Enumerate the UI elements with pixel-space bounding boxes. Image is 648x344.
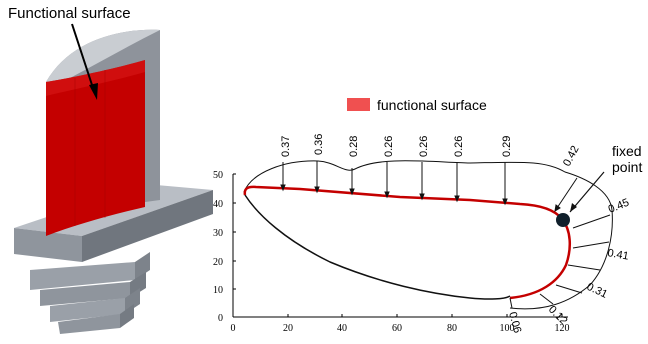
x-tick-labels: 0 20 40 60 80 100 120	[231, 323, 570, 334]
deviation-label: 0.26	[383, 136, 395, 157]
deviation-labels: 0.37 0.36 0.28 0.26 0.26 0.26 0.29 0.42 …	[280, 134, 631, 335]
deviation-label: 0.29	[501, 136, 513, 157]
deviation-label: 0.06	[506, 311, 523, 335]
blade-root	[30, 252, 150, 334]
deviation-label: 0.37	[280, 136, 292, 157]
blade-airfoil	[46, 29, 160, 236]
legend: functional surface	[347, 97, 487, 113]
deviation-label: 0.36	[313, 134, 325, 155]
y-tick-label: 40	[213, 199, 223, 210]
pressure-side-profile	[244, 194, 511, 300]
y-tick-label: 50	[213, 170, 223, 181]
y-tick-marks	[233, 173, 236, 318]
y-tick-label: 0	[218, 313, 223, 324]
legend-label: functional surface	[377, 97, 487, 113]
y-tick-labels: 0 10 20 30 40 50	[213, 170, 223, 324]
left-figure-title: Functional surface	[8, 5, 131, 22]
fixed-point-label-line1: fixed	[612, 143, 642, 159]
x-tick-label: 20	[283, 323, 293, 334]
deviation-vectors	[280, 161, 611, 309]
deviation-label: 0.42	[561, 144, 582, 169]
deviation-label: 0.26	[453, 136, 465, 157]
deviation-label: 0.41	[606, 247, 629, 263]
deviation-label: 0.31	[585, 281, 609, 301]
x-tick-label: 60	[392, 323, 402, 334]
x-tick-label: 0	[231, 323, 236, 334]
legend-swatch	[347, 98, 370, 111]
blade-illustration: Functional surface	[8, 5, 213, 334]
plot-axes: 0 20 40 60 80 100 120 0 10 20 30 40 50	[213, 170, 570, 334]
x-tick-label: 40	[337, 323, 347, 334]
x-tick-label: 100	[500, 323, 515, 334]
deviation-envelope	[243, 160, 613, 310]
x-tick-label: 80	[447, 323, 457, 334]
y-tick-label: 10	[213, 285, 223, 296]
fixed-point: fixed point	[556, 143, 642, 227]
title-arrow	[71, 23, 98, 100]
y-tick-label: 20	[213, 257, 223, 268]
fixed-point-label-line2: point	[612, 159, 642, 175]
deviation-label: 0.45	[607, 197, 631, 216]
functional-surface-3d	[46, 60, 145, 236]
deviation-label: 0.28	[348, 136, 360, 157]
x-tick-label: 120	[555, 323, 570, 334]
fixed-point-marker	[556, 213, 570, 227]
y-tick-label: 30	[213, 228, 223, 239]
functional-surface-profile	[243, 185, 571, 300]
deviation-label: 0.26	[418, 136, 430, 157]
